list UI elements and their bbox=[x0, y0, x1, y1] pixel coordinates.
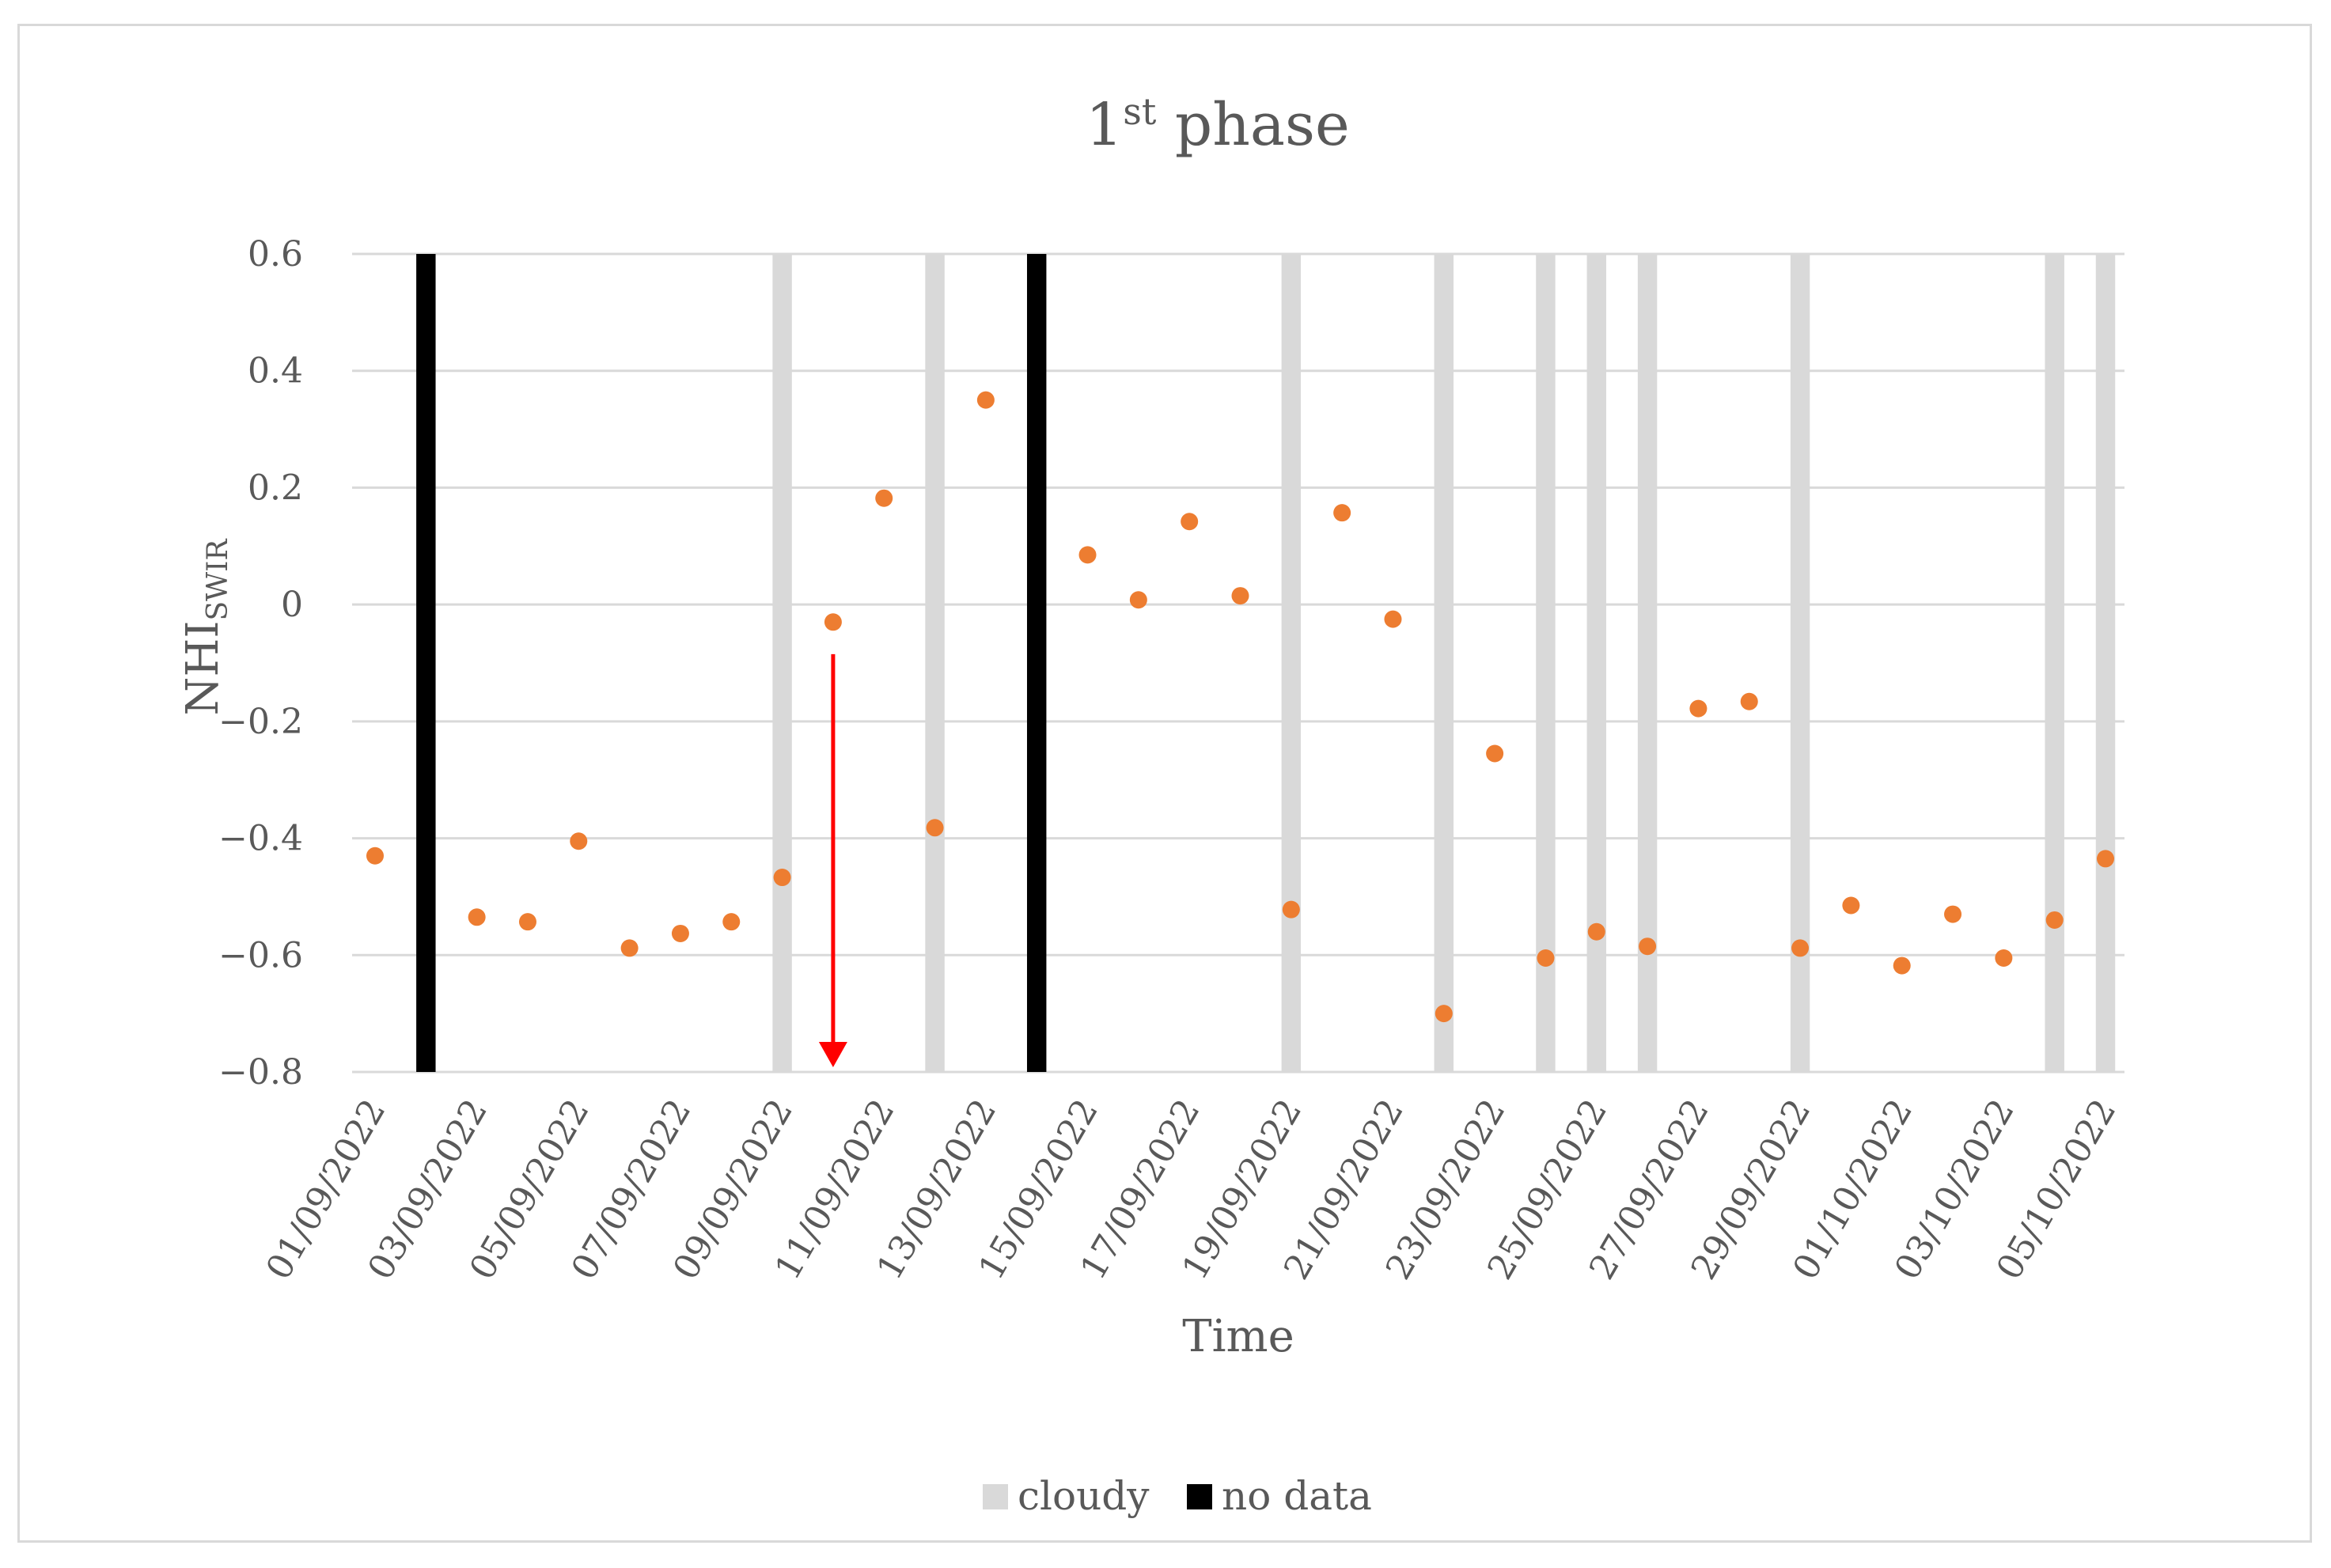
y-tick-label: −0.2 bbox=[218, 702, 303, 742]
y-tick-label: −0.6 bbox=[218, 935, 303, 975]
cloudy-bar bbox=[1586, 254, 1606, 1072]
legend-swatch bbox=[983, 1484, 1008, 1509]
y-tick-label: 0.2 bbox=[248, 468, 303, 508]
data-point bbox=[620, 939, 639, 957]
y-tick-label: 0.4 bbox=[248, 351, 303, 392]
chart: 1st phase 0.6 0.4 0.2 0 −0.2 −0.4 −0.6 −0.8 01/… bbox=[177, 90, 2124, 1519]
data-point bbox=[976, 391, 995, 409]
x-axis-title: Time bbox=[1182, 1311, 1294, 1362]
data-point bbox=[1995, 949, 2013, 967]
y-axis-title-subscript: SWIR bbox=[202, 539, 234, 621]
data-point bbox=[875, 489, 893, 507]
data-point bbox=[2045, 911, 2064, 929]
data-points bbox=[366, 391, 2114, 1023]
data-point bbox=[1486, 744, 1504, 763]
cloudy-bar bbox=[1637, 254, 1658, 1072]
annotation bbox=[818, 653, 847, 1067]
legend-label: cloudy bbox=[1018, 1473, 1150, 1519]
data-point bbox=[468, 908, 486, 926]
cloudy-bar bbox=[772, 254, 792, 1072]
x-tick-labels: 01/09/202203/09/202205/09/202207/09/2022… bbox=[259, 1093, 2124, 1286]
y-tick-label: 0 bbox=[281, 585, 303, 625]
data-point bbox=[1231, 587, 1249, 605]
data-point bbox=[518, 913, 536, 931]
data-point bbox=[1689, 699, 1708, 718]
data-point bbox=[824, 613, 842, 631]
data-point bbox=[1639, 937, 1657, 956]
data-point bbox=[1944, 905, 1962, 923]
chart-frame: 1st phase 0.6 0.4 0.2 0 −0.2 −0.4 −0.6 −0.8 01/… bbox=[17, 24, 2312, 1543]
data-point bbox=[1129, 591, 1147, 609]
arrow-head bbox=[818, 1042, 847, 1067]
cloudy-bar bbox=[1536, 254, 1556, 1072]
legend: cloudy no data bbox=[983, 1473, 1372, 1519]
data-point bbox=[1181, 513, 1199, 531]
data-point bbox=[1282, 900, 1300, 918]
data-point bbox=[1435, 1005, 1453, 1023]
data-point bbox=[1078, 546, 1097, 564]
chart-title-superscript: st bbox=[1123, 90, 1157, 133]
y-axis-title-main: NHI bbox=[177, 621, 229, 716]
y-tick-label: 0.6 bbox=[248, 234, 303, 275]
data-point bbox=[926, 819, 944, 837]
gridlines bbox=[352, 252, 2124, 1074]
cloudy-bar bbox=[1790, 254, 1810, 1072]
cloudy-bar bbox=[1281, 254, 1302, 1072]
cloudy-bar bbox=[1434, 254, 1454, 1072]
cloudy-bar bbox=[925, 254, 945, 1072]
chart-title-main: 1 bbox=[1086, 91, 1123, 159]
cloudy-bar bbox=[2045, 254, 2064, 1072]
no-data-bar bbox=[1026, 254, 1047, 1072]
data-point bbox=[570, 832, 588, 850]
data-point bbox=[1333, 504, 1351, 522]
data-point bbox=[1893, 956, 1911, 975]
no-data-bar bbox=[416, 254, 436, 1072]
marker-bars bbox=[416, 254, 2116, 1072]
data-point bbox=[1587, 922, 1605, 941]
legend-label: no data bbox=[1222, 1473, 1372, 1519]
data-point bbox=[1537, 949, 1555, 967]
data-point bbox=[1384, 610, 1402, 628]
y-tick-label: −0.8 bbox=[218, 1052, 303, 1093]
y-tick-label: −0.4 bbox=[218, 819, 303, 859]
cloudy-bar bbox=[2095, 254, 2116, 1072]
data-point bbox=[1740, 692, 1758, 710]
y-axis-title: NHISWIR bbox=[177, 539, 234, 716]
data-point bbox=[773, 869, 791, 887]
data-point bbox=[2097, 850, 2114, 868]
legend-swatch bbox=[1187, 1484, 1212, 1509]
y-tick-labels: 0.6 0.4 0.2 0 −0.2 −0.4 −0.6 −0.8 bbox=[218, 234, 303, 1093]
data-point bbox=[722, 913, 741, 931]
chart-title-rest: phase bbox=[1156, 91, 1349, 159]
data-point bbox=[1842, 896, 1860, 915]
data-point bbox=[671, 924, 689, 942]
chart-title: 1st phase bbox=[1086, 90, 1350, 159]
data-point bbox=[366, 846, 384, 865]
data-point bbox=[1791, 939, 1810, 957]
